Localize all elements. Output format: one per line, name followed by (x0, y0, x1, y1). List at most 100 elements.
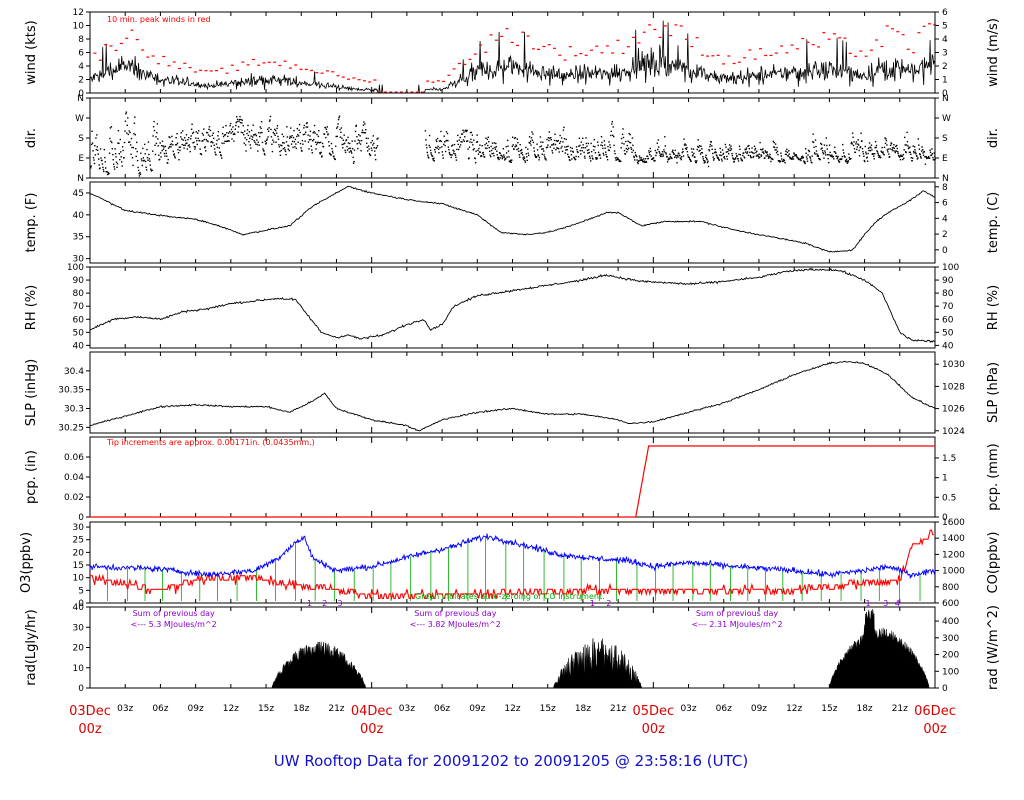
dir-point (604, 144, 606, 146)
dir-point (666, 156, 668, 158)
dir-point (145, 166, 147, 168)
y-tick-label-left-slp: 30.4 (64, 367, 84, 377)
y-tick-label-left-temp: 45 (73, 189, 84, 199)
y-tick-label-left-rh: 50 (73, 328, 85, 338)
dir-point (720, 151, 722, 153)
dir-point (908, 151, 911, 153)
y-tick-label-left-o3co: 5 (78, 586, 84, 596)
dir-point (593, 149, 595, 151)
dir-point (349, 147, 351, 149)
y-tick-label-right-wind: 2 (942, 62, 948, 72)
dir-point (303, 127, 305, 129)
dir-point (933, 159, 935, 161)
dir-point (528, 154, 530, 156)
dir-point (693, 152, 695, 155)
dir-point (654, 159, 656, 162)
dir-point (920, 156, 922, 158)
dir-point (601, 141, 603, 144)
dir-point (856, 146, 858, 148)
dir-point (787, 155, 789, 157)
dir-point (880, 156, 882, 159)
dir-point (732, 157, 734, 159)
dir-point (578, 137, 581, 139)
dir-point (484, 147, 487, 149)
dir-point (577, 156, 580, 158)
dir-point (639, 157, 641, 159)
dir-point (160, 145, 163, 147)
dir-point (283, 142, 285, 144)
dir-point (906, 140, 909, 143)
dir-point (368, 148, 370, 150)
dir-point (434, 151, 436, 153)
dir-point (471, 134, 474, 136)
dir-point (518, 150, 520, 152)
dir-point (775, 152, 778, 154)
dir-point (636, 155, 638, 158)
dir-point (434, 149, 436, 151)
dir-point (347, 142, 350, 144)
dir-point (499, 152, 501, 154)
dir-point (270, 128, 272, 131)
dir-point (918, 144, 920, 146)
dir-point (822, 153, 825, 155)
dir-point (494, 148, 497, 150)
dir-point (486, 147, 488, 150)
dir-point (874, 153, 876, 155)
dir-point (744, 151, 747, 153)
dir-point (737, 160, 740, 162)
dir-point (705, 154, 707, 156)
dir-point (167, 147, 170, 149)
dir-point (315, 143, 318, 146)
dir-point (876, 150, 878, 152)
dir-point (269, 119, 271, 121)
dir-point (860, 132, 862, 134)
dir-point (216, 139, 218, 142)
dir-point (345, 139, 347, 142)
temp-series-line (89, 185, 936, 253)
dir-point (757, 155, 759, 157)
x-hour-tick-label: 12z (786, 704, 802, 714)
dir-point (362, 131, 364, 134)
y-tick-label-right-o3co: 600 (942, 599, 959, 609)
dir-point (426, 147, 428, 149)
dir-point (512, 136, 514, 138)
dir-point (723, 156, 725, 159)
y-axis-label-right-temp: temp. (C) (986, 192, 1001, 254)
dir-point (338, 115, 341, 117)
dir-point (552, 143, 555, 145)
dir-point (180, 136, 182, 138)
y-axis-label-right-pcp: pcp. (mm) (986, 443, 1001, 510)
dir-point (156, 123, 159, 125)
dir-point (123, 157, 125, 159)
dir-point (361, 129, 364, 131)
dir-point (758, 157, 760, 159)
dir-point (897, 152, 899, 154)
dir-point (505, 146, 507, 148)
dir-point (586, 145, 588, 147)
dir-point (588, 149, 590, 151)
dir-point (164, 145, 166, 148)
dir-point (556, 140, 558, 143)
dir-point (583, 151, 585, 154)
dir-point (810, 159, 812, 161)
y-tick-label-left-pcp: 0.04 (64, 473, 84, 483)
dir-point (877, 152, 879, 155)
dir-point (205, 150, 207, 152)
dir-point (924, 156, 926, 158)
dir-point (878, 156, 880, 158)
rad-marker: 3 (337, 599, 342, 608)
dir-point (529, 140, 532, 142)
dir-point (809, 157, 812, 159)
dir-point (171, 135, 173, 138)
dir-point (853, 148, 856, 150)
dir-point (554, 143, 557, 146)
dir-point (120, 156, 122, 158)
dir-point (595, 157, 597, 159)
dir-point (597, 151, 600, 154)
dir-point (590, 142, 592, 145)
dir-point (485, 142, 488, 144)
dir-point (428, 134, 431, 137)
y-tick-label-right-rh: 70 (942, 302, 954, 312)
dir-point (294, 138, 297, 141)
y-axis-label-right-o3co: CO(ppbv) (986, 532, 1001, 594)
